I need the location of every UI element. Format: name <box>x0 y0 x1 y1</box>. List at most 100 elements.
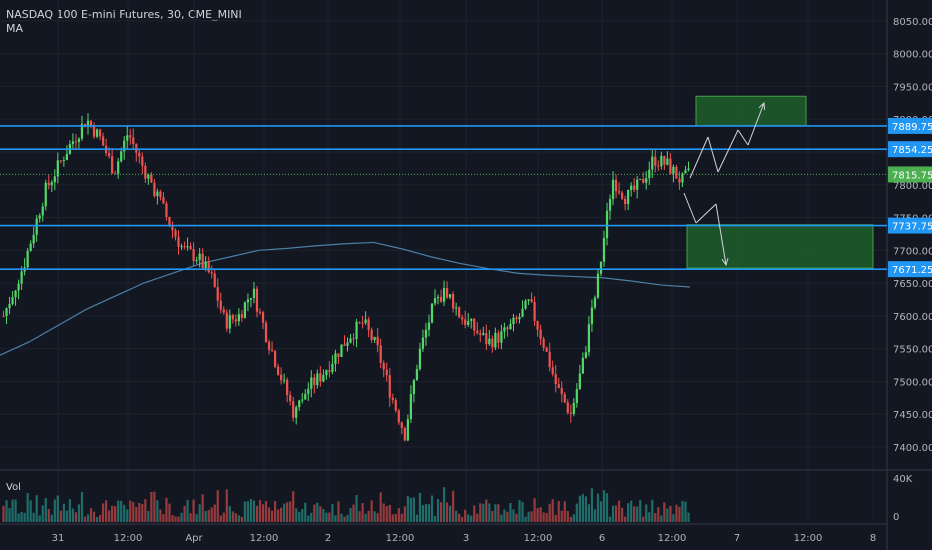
candle-body <box>14 290 17 298</box>
candle-body <box>77 138 81 142</box>
volume-bar <box>26 493 29 522</box>
volume-bar <box>252 500 256 522</box>
volume-bar <box>92 511 96 522</box>
volume-label[interactable]: Vol <box>6 482 21 493</box>
candle-body <box>497 332 500 343</box>
volume-bar <box>56 495 59 522</box>
volume-bar <box>476 513 479 522</box>
volume-bar <box>436 499 440 522</box>
volume-bar <box>382 503 385 522</box>
volume-bar <box>29 500 32 522</box>
price-axis-tick: 8050.00 <box>893 17 932 28</box>
volume-bar <box>101 503 105 522</box>
level-badge-label: 7671.25 <box>892 265 932 276</box>
candle-body <box>2 315 5 317</box>
candle-body <box>436 296 440 299</box>
level-badge-label: 7737.75 <box>892 222 932 233</box>
volume-bar <box>292 491 295 522</box>
volume-bar <box>83 516 87 522</box>
candle-body <box>464 319 467 325</box>
candle-body <box>367 319 370 330</box>
volume-bar <box>71 508 75 522</box>
candle-body <box>572 402 575 414</box>
candle-body <box>569 412 572 414</box>
candle-body <box>617 191 621 193</box>
candle-body <box>198 253 201 261</box>
volume-bar <box>587 504 591 522</box>
volume-bar <box>654 513 657 522</box>
volume-bar <box>237 515 240 522</box>
candle-body <box>41 206 44 216</box>
candle-body <box>228 315 231 329</box>
candle-body <box>50 182 53 186</box>
candle-body <box>370 329 373 341</box>
volume-bar <box>361 503 364 522</box>
volume-bar <box>406 496 409 522</box>
volume-bar <box>391 514 394 522</box>
candle-body <box>681 173 684 183</box>
candle-body <box>482 333 485 335</box>
candle-body <box>614 179 618 192</box>
volume-bar <box>509 502 512 522</box>
volume-bar <box>349 508 352 522</box>
candle-body <box>675 166 678 179</box>
volume-bar <box>307 515 310 522</box>
volume-bar <box>627 503 630 522</box>
volume-bar <box>104 500 108 522</box>
volume-bar <box>74 512 78 522</box>
candle-body <box>630 185 633 190</box>
candle-body <box>627 189 630 204</box>
volume-bar <box>123 504 126 522</box>
volume-bar <box>231 511 234 522</box>
candle-body <box>521 308 524 317</box>
candle-body <box>11 297 14 305</box>
candle-body <box>566 402 569 413</box>
volume-bar <box>572 514 575 522</box>
candle-body <box>156 191 159 197</box>
candle-body <box>334 353 337 364</box>
candle-body <box>358 321 361 323</box>
volume-bar <box>687 512 690 522</box>
candle-body <box>599 261 603 274</box>
candle-body <box>500 331 503 343</box>
candle-body <box>663 155 666 165</box>
indicator-ma-label[interactable]: MA <box>6 22 24 35</box>
volume-bar <box>675 504 678 522</box>
candle-body <box>123 140 126 152</box>
candle-body <box>26 250 29 268</box>
candle-body <box>174 230 177 237</box>
volume-bar <box>150 492 153 522</box>
volume-bar <box>5 500 8 522</box>
volume-bar <box>648 512 651 522</box>
candle-body <box>648 169 651 179</box>
volume-bar <box>141 504 144 522</box>
volume-bar <box>666 508 669 522</box>
candle-body <box>418 348 422 370</box>
candle-body <box>243 302 247 318</box>
volume-bar <box>243 501 247 522</box>
candle-body <box>86 120 90 127</box>
volume-bar <box>385 506 388 522</box>
volume-bar <box>186 499 189 522</box>
candle-body <box>111 156 114 174</box>
volume-bar <box>524 516 527 522</box>
volume-bar <box>62 503 65 522</box>
volume-bar <box>596 493 600 522</box>
candle-body <box>620 192 624 199</box>
time-axis-tick: 7 <box>734 533 740 544</box>
candle-body <box>575 389 578 403</box>
volume-bar <box>340 513 343 522</box>
symbol-title[interactable]: NASDAQ 100 E-mini Futures, 30, CME_MINI <box>6 8 242 21</box>
candle-body <box>560 387 563 395</box>
candle-body <box>219 300 222 310</box>
volume-bar <box>379 492 382 522</box>
candle-body <box>476 330 479 334</box>
volume-bar <box>512 509 515 522</box>
volume-bar <box>642 516 645 522</box>
candle-body <box>301 399 304 401</box>
volume-bar <box>651 499 654 522</box>
projection-segment <box>695 203 717 224</box>
level-badge <box>888 217 932 234</box>
target-zone-2 <box>686 224 874 269</box>
